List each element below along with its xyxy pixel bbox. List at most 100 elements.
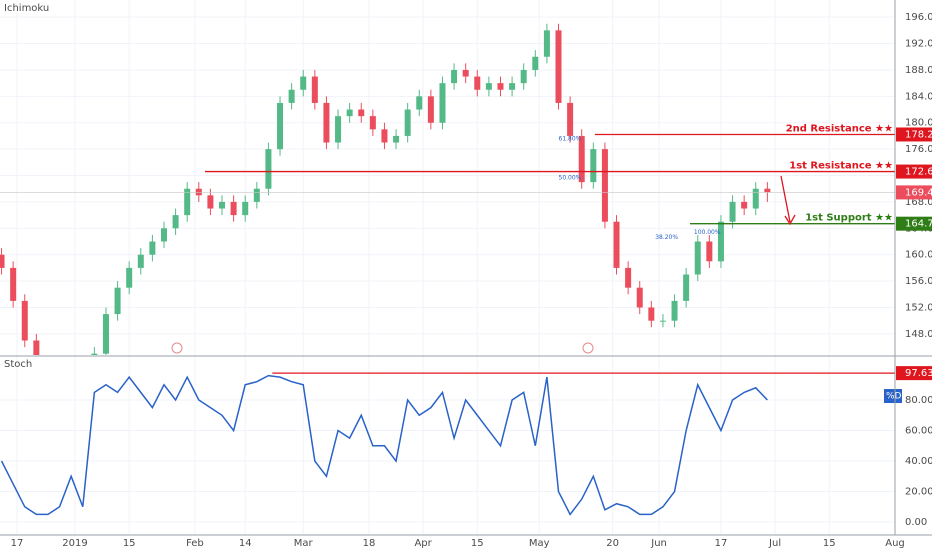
candle-body bbox=[300, 76, 307, 90]
overlay: 17 2019 15 Feb 14 Mar 18 Apr 15 May 20 Jun 17 Jul 15 Au… bbox=[11, 12, 932, 549]
earnings-marker bbox=[171, 342, 183, 354]
candle-body bbox=[277, 102, 284, 150]
last-price-badge bbox=[896, 185, 932, 200]
candle-body bbox=[543, 30, 550, 57]
candle-body bbox=[358, 109, 365, 117]
level-value-label: 164.70 bbox=[905, 219, 932, 230]
candle-body bbox=[172, 215, 179, 229]
fib-label: 38.20% bbox=[655, 234, 678, 241]
candle-body bbox=[21, 300, 28, 341]
y-tick-label: 60.00 bbox=[905, 426, 932, 437]
y-tick-label: 184.00 bbox=[905, 91, 932, 102]
candle-body bbox=[102, 314, 109, 354]
candle-body bbox=[160, 228, 167, 242]
candle-body bbox=[578, 135, 585, 183]
candle-body bbox=[648, 307, 655, 321]
candle-body bbox=[33, 340, 40, 355]
candle-body bbox=[219, 201, 226, 209]
x-tick-label: 15 bbox=[471, 538, 484, 549]
y-tick-label: 80.00 bbox=[905, 395, 932, 406]
candle-body bbox=[253, 188, 260, 202]
series-name: %D bbox=[886, 392, 902, 402]
candle-body bbox=[694, 241, 701, 275]
fib-label: 61.80% bbox=[559, 136, 582, 143]
x-tick-label: Apr bbox=[414, 538, 432, 549]
x-tick-label: 14 bbox=[239, 538, 252, 549]
candle-body bbox=[242, 201, 249, 216]
stoch-pane bbox=[0, 374, 768, 516]
candle-body bbox=[0, 254, 5, 268]
candle-body bbox=[207, 195, 214, 209]
level-label: 1st Resistance ★★ bbox=[789, 161, 893, 172]
price-title: Ichimoku bbox=[4, 3, 49, 14]
candle-body bbox=[137, 254, 144, 268]
candle-body bbox=[671, 300, 678, 321]
candle-body bbox=[335, 116, 342, 143]
stoch-level-label: 97.63 bbox=[905, 368, 932, 379]
level-value-label: 172.60 bbox=[905, 167, 932, 178]
candle-body bbox=[474, 76, 481, 90]
price-pane bbox=[0, 23, 895, 355]
candle-body bbox=[323, 102, 330, 143]
y-tick-label: 152.00 bbox=[905, 302, 932, 313]
candle-body bbox=[706, 241, 713, 262]
y-tick-label: 0.00 bbox=[905, 517, 927, 528]
candle-body bbox=[91, 353, 98, 355]
candle-body bbox=[520, 69, 527, 84]
candle-body bbox=[659, 320, 666, 322]
candle-body bbox=[729, 201, 736, 222]
x-tick-label: 20 bbox=[606, 538, 619, 549]
candle-body bbox=[381, 129, 388, 143]
y-tick-label: 40.00 bbox=[905, 456, 932, 467]
candle-body bbox=[625, 267, 632, 288]
level-value-label: 178.22 bbox=[905, 129, 932, 140]
y-tick-label: 20.00 bbox=[905, 487, 932, 498]
candle-body bbox=[741, 201, 748, 209]
candle-body bbox=[497, 83, 504, 90]
y-tick-label: 160.00 bbox=[905, 250, 932, 261]
x-tick-label: Aug bbox=[885, 538, 905, 549]
candle-body bbox=[10, 267, 17, 301]
x-tick-label: Jun bbox=[650, 538, 667, 549]
earnings-marker bbox=[582, 342, 594, 354]
y-tick-label: 196.00 bbox=[905, 12, 932, 23]
x-tick-label: May bbox=[529, 538, 550, 549]
x-tick-label: 2019 bbox=[62, 538, 87, 549]
candle-body bbox=[393, 135, 400, 143]
y-tick-label: 180.00 bbox=[905, 118, 932, 129]
y-tick-label: 148.00 bbox=[905, 329, 932, 340]
candle-body bbox=[590, 149, 597, 183]
candle-body bbox=[416, 96, 423, 110]
stoch-level-badge bbox=[896, 366, 932, 381]
stoch-title: Stoch bbox=[4, 359, 32, 370]
x-tick-label: 17 bbox=[11, 538, 24, 549]
candle-body bbox=[149, 241, 156, 255]
x-tick-label: Jul bbox=[768, 538, 781, 549]
candle-body bbox=[311, 76, 318, 103]
level-badge bbox=[896, 216, 932, 231]
candle-body bbox=[369, 116, 376, 130]
candle-body bbox=[567, 102, 574, 136]
candle-body bbox=[195, 188, 202, 196]
candle-body bbox=[427, 96, 434, 123]
candle-body bbox=[346, 109, 353, 117]
candle-body bbox=[555, 30, 562, 103]
candle-body bbox=[509, 83, 516, 90]
candle-body bbox=[439, 83, 446, 123]
candle-body bbox=[764, 188, 771, 193]
last-price-label: 169.44 bbox=[905, 187, 932, 198]
y-tick-label: 188.00 bbox=[905, 65, 932, 76]
candle-body bbox=[451, 69, 458, 84]
fib-label: 100.00% bbox=[694, 229, 721, 236]
candle-body bbox=[230, 201, 237, 216]
candle-body bbox=[184, 188, 191, 216]
candle-body bbox=[683, 274, 690, 301]
y-tick-label: 192.00 bbox=[905, 39, 932, 50]
candle-body bbox=[613, 221, 620, 268]
x-tick-label: 15 bbox=[823, 538, 836, 549]
candle-body bbox=[485, 83, 492, 90]
x-tick-label: 18 bbox=[363, 538, 376, 549]
fib-label: 50.00% bbox=[559, 175, 582, 182]
